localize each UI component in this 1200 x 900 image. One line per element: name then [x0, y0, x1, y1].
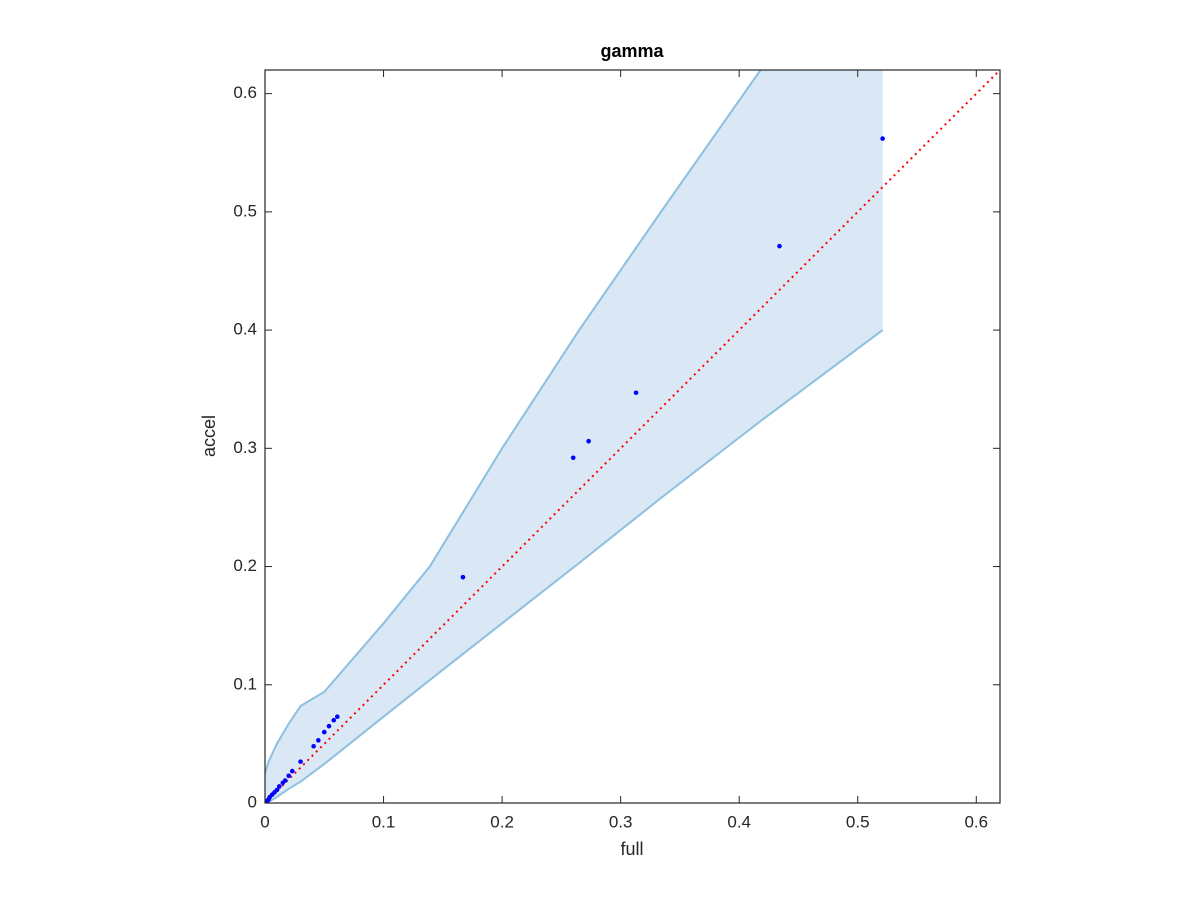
- data-point: [880, 136, 885, 141]
- data-point: [286, 773, 292, 779]
- x-axis-label: full: [620, 839, 643, 859]
- data-point: [316, 738, 321, 743]
- x-tick-label: 0.1: [372, 812, 396, 831]
- x-tick-label: 0.6: [964, 812, 988, 831]
- x-tick-label: 0.3: [609, 812, 633, 831]
- data-point: [460, 574, 466, 580]
- plot-area: [265, 70, 1000, 803]
- y-tick-label: 0.3: [233, 438, 257, 457]
- y-tick-label: 0.5: [233, 201, 257, 220]
- confidence-band: [265, 70, 883, 803]
- x-tick-label: 0.5: [846, 812, 870, 831]
- data-point: [570, 455, 576, 461]
- band-lower-edge: [265, 329, 884, 803]
- x-tick-label: 0.4: [727, 812, 751, 831]
- data-point: [289, 768, 295, 774]
- reference-line: [265, 70, 1000, 803]
- axes-box: [264, 69, 1001, 804]
- y-axis-label: accel: [199, 415, 219, 457]
- band-upper-edge: [265, 70, 762, 774]
- data-point: [321, 729, 327, 735]
- axes: 0 0.1 0.2 0.3 0.4 0.5 0.6 0 0.1 0.2 0.3 0.4 0.5 0.6: [233, 69, 1001, 831]
- data-point: [331, 717, 337, 723]
- y-tick-label: 0.6: [233, 83, 257, 102]
- data-point: [298, 759, 303, 764]
- data-point: [633, 390, 639, 396]
- data-point: [326, 723, 332, 729]
- data-point: [276, 784, 282, 789]
- y-tick-label: 0: [248, 792, 257, 811]
- y-tick-label: 0.1: [233, 674, 257, 693]
- data-point: [311, 743, 316, 749]
- x-tick-label: 0: [260, 812, 269, 831]
- y-tick-label: 0.4: [233, 320, 257, 339]
- chart-title: gamma: [600, 41, 664, 61]
- data-point: [586, 438, 591, 444]
- data-point: [777, 243, 782, 249]
- y-tick-label: 0.2: [233, 556, 257, 575]
- data-point: [280, 780, 286, 786]
- data-point: [335, 714, 340, 719]
- x-tick-label: 0.2: [490, 812, 514, 831]
